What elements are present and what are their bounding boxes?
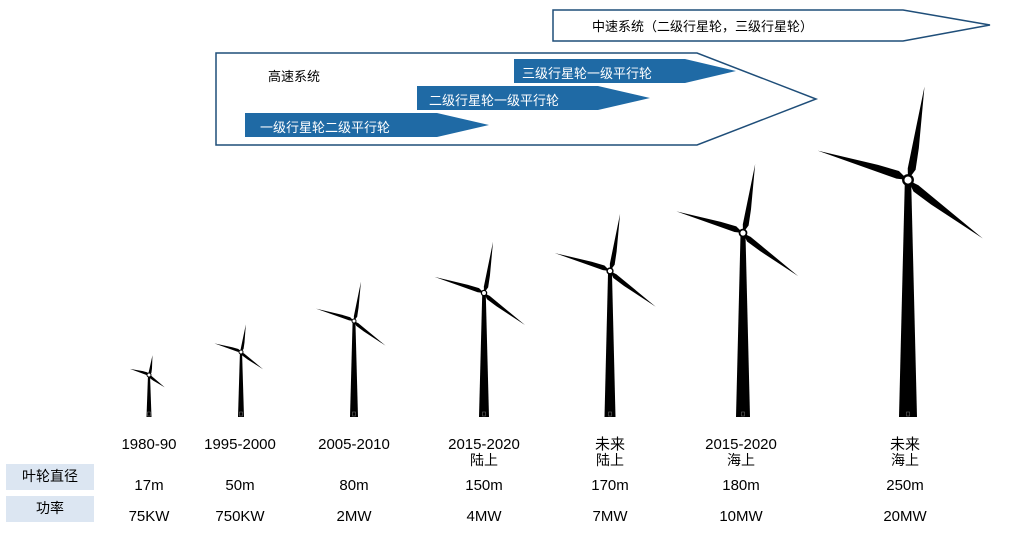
turbine-hub: [238, 349, 244, 355]
turbine-blade: [609, 213, 621, 271]
high-speed-label: 高速系统: [268, 70, 321, 85]
turbine-door: [482, 411, 486, 417]
diameter-cell: 80m: [339, 477, 369, 494]
medium-speed-label: 中速系统（二级行星轮，三级行星轮）: [592, 20, 814, 35]
power-cell: 75KW: [128, 508, 170, 525]
era-label: 未来 陆上: [594, 436, 625, 470]
turbine-blade: [484, 293, 525, 326]
band-arrow-2: [417, 86, 650, 110]
diameter-cell: 250m: [886, 477, 924, 494]
turbine-blade: [483, 241, 494, 293]
turbine-blade: [817, 150, 908, 180]
diameter-cell: 170m: [591, 477, 629, 494]
row-label-rotor-diameter: 叶轮直径: [6, 464, 94, 490]
band-arrow-1: [514, 59, 736, 83]
turbine-blade: [907, 86, 925, 180]
turbine-door: [239, 411, 243, 417]
power-cell: 2MW: [336, 508, 372, 525]
turbine-door: [147, 411, 151, 417]
turbine-blade: [354, 321, 386, 346]
wind-turbine: [676, 164, 799, 417]
era-label: 2015-2020 陆上: [448, 436, 520, 470]
turbine-blade: [743, 233, 799, 277]
turbine-blade: [148, 355, 153, 375]
turbine-blade: [676, 211, 743, 233]
power-cell: 10MW: [719, 508, 763, 525]
diameter-cell: 50m: [225, 477, 255, 494]
wind-turbine: [434, 241, 525, 417]
turbine-blade: [353, 281, 361, 321]
turbine-tower: [899, 180, 917, 417]
turbine-blade: [742, 164, 756, 233]
turbine-blade: [240, 324, 246, 352]
turbine-tower: [604, 271, 616, 417]
turbine-blade: [554, 253, 610, 271]
turbine-tower: [479, 293, 489, 417]
wind-turbine: [554, 213, 656, 417]
band-label-2: 二级行星轮一级平行轮: [429, 94, 560, 109]
era-label: 2015-2020 海上: [705, 436, 777, 470]
turbine-door: [906, 411, 910, 417]
turbine-tower: [736, 233, 750, 417]
turbine-door: [352, 411, 356, 417]
wind-turbine: [817, 86, 983, 417]
band-label-1: 三级行星轮一级平行轮: [522, 67, 653, 82]
era-label: 1995-2000: [204, 436, 276, 453]
turbine-blade: [315, 308, 354, 321]
band-arrow-3: [245, 113, 489, 137]
turbine-blade: [129, 368, 149, 376]
turbine-hub: [738, 228, 748, 238]
turbine-hub: [146, 372, 152, 378]
power-cell: 20MW: [883, 508, 927, 525]
turbine-blade: [908, 180, 983, 239]
turbine-tower: [350, 321, 358, 417]
era-label: 1980-90: [121, 436, 177, 453]
power-cell: 750KW: [215, 508, 265, 525]
row-label-power: 功率: [6, 496, 94, 522]
wind-turbine: [315, 281, 386, 417]
diameter-cell: 180m: [722, 477, 760, 494]
turbine-blade: [214, 343, 241, 352]
band-label-3: 一级行星轮二级平行轮: [260, 121, 391, 136]
turbine-blade: [241, 352, 264, 370]
era-label: 未来 海上: [889, 436, 920, 470]
diameter-cell: 17m: [134, 477, 164, 494]
power-cell: 7MW: [592, 508, 628, 525]
medium-speed-arrow: [552, 9, 991, 42]
turbine-tower: [146, 375, 152, 417]
wind-turbine: [214, 324, 264, 417]
turbine-hub: [351, 318, 357, 324]
diameter-cell: 150m: [465, 477, 503, 494]
turbine-hub: [606, 267, 614, 275]
wind-turbine: [129, 355, 165, 417]
turbine-blade: [610, 271, 656, 307]
turbine-blade: [149, 375, 165, 388]
turbine-hub: [902, 174, 914, 186]
turbine-hub: [480, 289, 488, 297]
turbine-door: [741, 411, 745, 417]
turbine-blade: [434, 276, 484, 293]
turbine-tower: [238, 352, 244, 417]
power-cell: 4MW: [466, 508, 502, 525]
era-label: 2005-2010: [318, 436, 390, 453]
turbine-door: [608, 411, 612, 417]
